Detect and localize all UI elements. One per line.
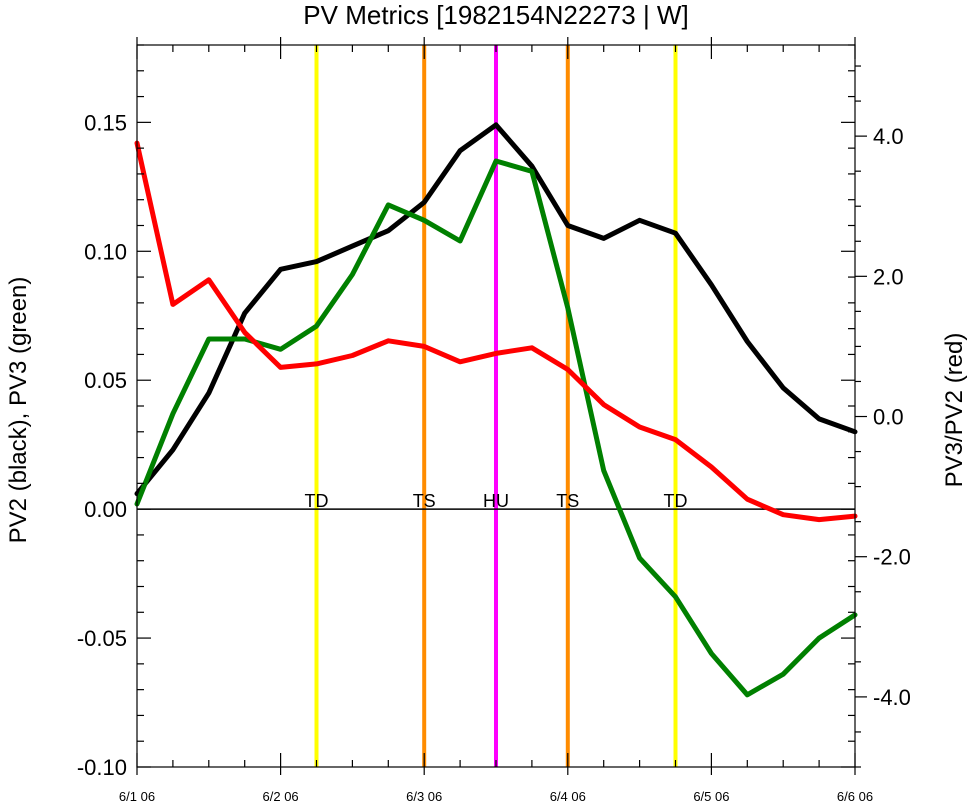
axis-tick-label: 6/3 06 <box>406 789 442 804</box>
axis-tick-label: 6/6 06 <box>837 789 873 804</box>
axis-tick-label: 0.00 <box>84 497 127 522</box>
axis-tick-label: -0.05 <box>77 626 127 651</box>
stage-marker-label: TS <box>556 491 579 511</box>
axis-tick-label: 6/2 06 <box>263 789 299 804</box>
stage-marker-label: HU <box>483 491 509 511</box>
stage-marker-labels: TD TS HU TS TD <box>305 491 688 511</box>
axis-tick-label: 6/1 06 <box>119 789 155 804</box>
series-lines <box>134 122 858 698</box>
axis-tick-labels: 0.15 0.10 0.05 0.00 -0.05 -0.10 4.0 2.0 0.0 -2.0 -… <box>77 110 911 804</box>
axis-tick-label: 6/4 06 <box>550 789 586 804</box>
axis-tick-label: 0.15 <box>84 110 127 135</box>
axis-tick-label: 2.0 <box>873 264 904 289</box>
stage-marker-label: TS <box>413 491 436 511</box>
series-line-pv2 <box>134 122 858 497</box>
stage-marker-label: TD <box>305 491 329 511</box>
stage-marker-label: TD <box>664 491 688 511</box>
axis-tick-label: -0.10 <box>77 755 127 780</box>
axis-tick-label: 6/5 06 <box>693 789 729 804</box>
axis-tick-label: 0.0 <box>873 405 904 430</box>
axis-tick-label: -2.0 <box>873 545 911 570</box>
y-axis-label-right: PV3/PV2 (red) <box>941 333 968 488</box>
axis-tick-label: 0.10 <box>84 239 127 264</box>
stage-marker-lines <box>314 45 678 767</box>
chart-title: PV Metrics [1982154N22273 | W] <box>303 0 688 30</box>
series-line-pv3-pv2 <box>134 140 858 523</box>
axis-tick-label: 0.05 <box>84 368 127 393</box>
axis-tick-label: -4.0 <box>873 685 911 710</box>
axis-ticks <box>136 37 867 775</box>
y-axis-label-left: PV2 (black), PV3 (green) <box>5 277 32 544</box>
axis-tick-label: 4.0 <box>873 124 904 149</box>
